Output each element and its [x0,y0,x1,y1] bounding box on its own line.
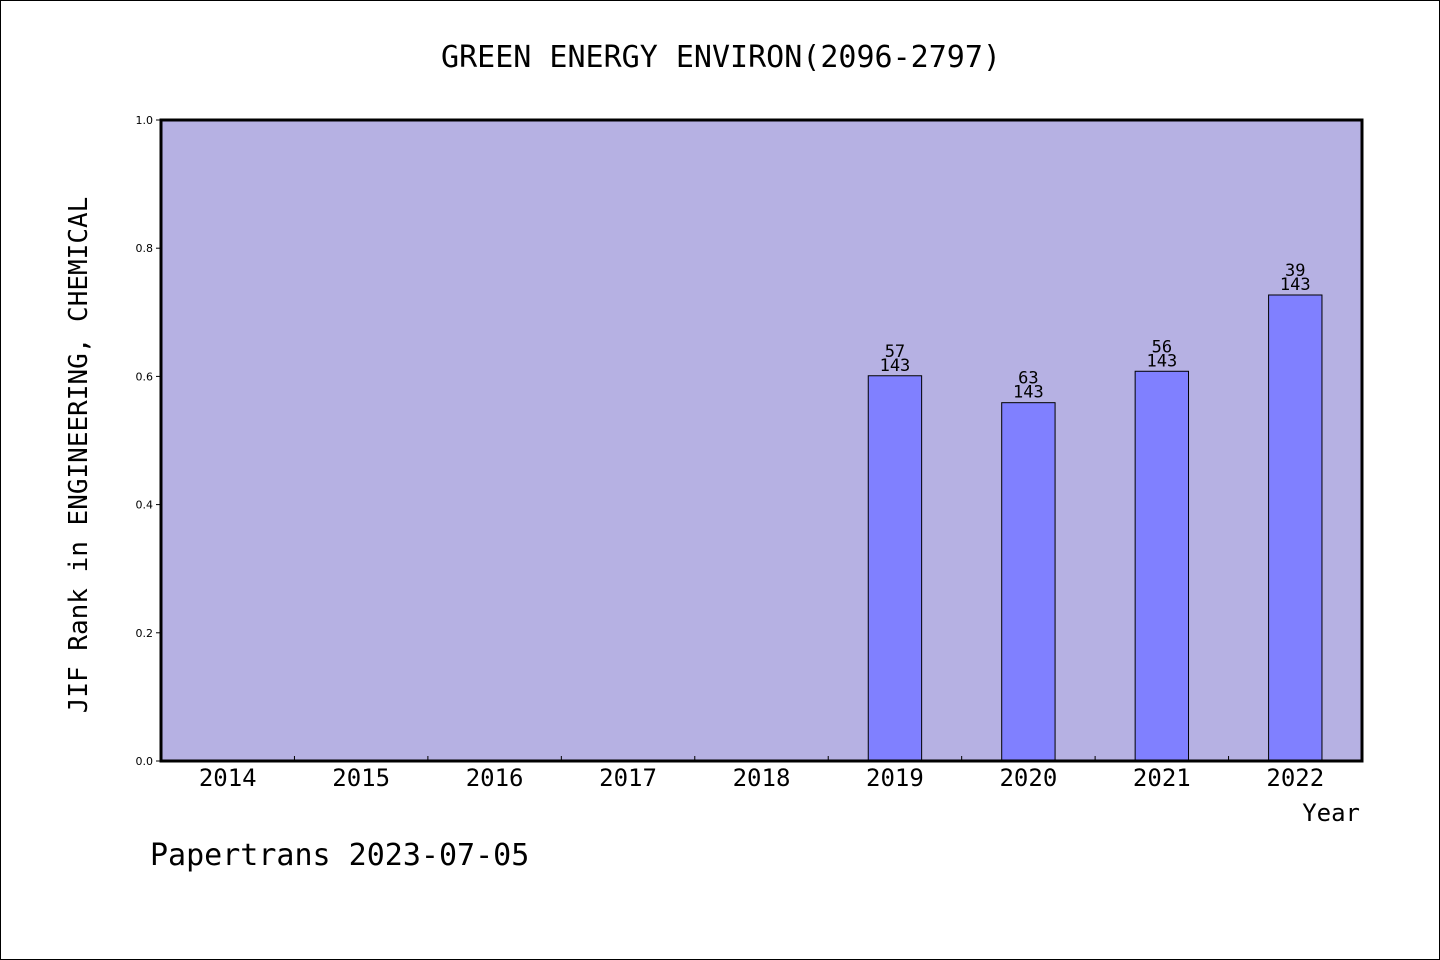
bar-label-rank: 57 [885,342,905,362]
y-tick-label: 0.6 [136,370,154,383]
chart-title: GREEN ENERGY ENVIRON(2096-2797) [441,40,1001,75]
x-tick-label: 2014 [199,764,257,792]
x-tick-label: 2020 [999,764,1057,792]
bar-label-total: 143 [880,356,911,376]
y-tick-label: 0.8 [136,242,154,255]
x-tick-label: 2015 [332,764,390,792]
bar-label-rank: 56 [1152,337,1172,357]
x-tick-label: 2021 [1133,764,1191,792]
bar-label-rank: 39 [1285,261,1305,281]
y-tick-label: 0.2 [136,627,154,640]
x-tick-label: 2018 [733,764,791,792]
bar [1001,402,1056,762]
x-tick-label: 2022 [1266,764,1324,792]
x-tick-label: 2019 [866,764,924,792]
y-axis-label: JIF Rank in ENGINEERING, CHEMICAL [64,197,94,714]
bar-label-total: 143 [1013,383,1044,403]
bar [1268,294,1323,762]
y-tick-label: 0.4 [136,499,154,512]
plot-area: 0.0 0.2 0.4 0.6 0.8 1.0 2014 2015 2016 2017 2018 20… [136,114,1364,792]
y-tick-label: 0.0 [136,755,154,768]
bar-label-total: 143 [1280,275,1311,295]
x-tick-label: 2016 [466,764,524,792]
bar [867,375,923,762]
bar [1134,370,1190,762]
x-axis-label: Year [1302,799,1360,827]
y-tick-label: 1.0 [136,114,154,127]
plot-frame [159,118,1364,763]
footer-caption: Papertrans 2023-07-05 [150,838,529,873]
bar-label-rank: 63 [1018,369,1038,389]
bar-label-total: 143 [1146,351,1177,371]
x-tick-label: 2017 [599,764,657,792]
